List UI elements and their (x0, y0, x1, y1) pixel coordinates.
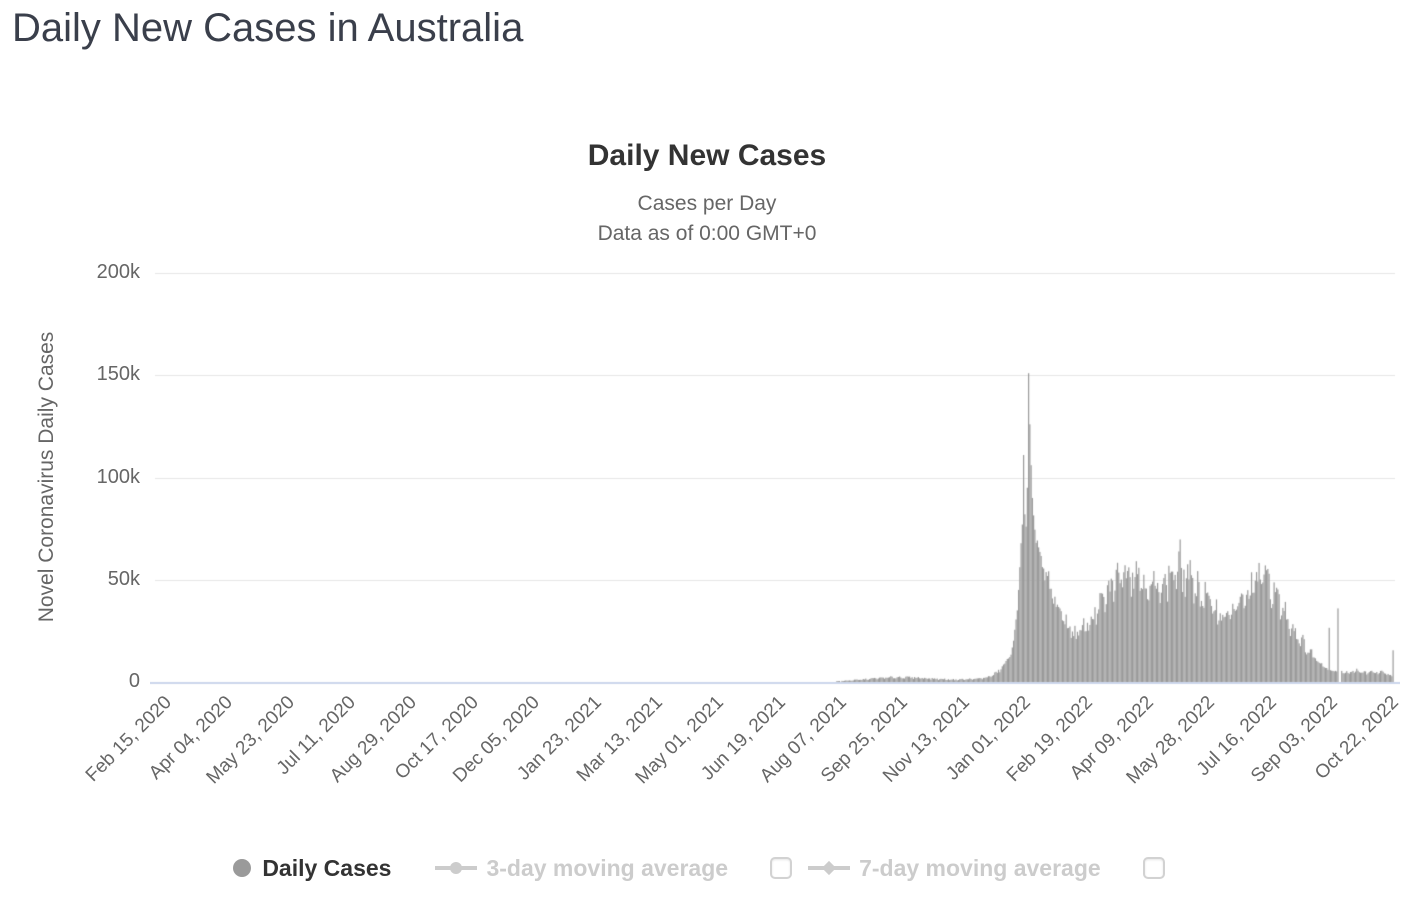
daily-cases-marker-icon (233, 859, 252, 877)
y-axis-tick-label: 100k (96, 465, 140, 488)
x-axis-tick-label: Apr 09, 2022 (1066, 692, 1158, 784)
x-axis-tick-label: Jul 16, 2022 (1192, 692, 1281, 781)
x-axis-tick-label: Sep 25, 2021 (817, 692, 913, 787)
x-axis-tick-label: Aug 29, 2020 (326, 692, 422, 787)
x-axis-tick-label: Jan 23, 2021 (512, 692, 606, 785)
checkbox-3day-average[interactable] (770, 857, 793, 879)
legend-label-daily-cases: Daily Cases (262, 854, 392, 881)
chart-title: Daily New Cases (587, 139, 827, 172)
chart-subtitle-line2: Data as of 0:00 GMT+0 (597, 222, 817, 245)
x-axis-tick-label: May 23, 2020 (202, 692, 299, 789)
x-axis-tick-label: Nov 13, 2021 (878, 692, 974, 787)
y-axis-tick-label: 150k (96, 363, 140, 386)
line-circle-marker-icon (435, 856, 478, 880)
chart-subtitle-line1: Cases per Day (637, 192, 777, 215)
y-axis-tick-label: 0 (128, 670, 140, 693)
x-axis-tick-label: Oct 22, 2022 (1311, 692, 1404, 784)
legend-label-3day-average: 3-day moving average (486, 854, 729, 881)
checkbox-7day-average[interactable] (1142, 857, 1165, 879)
x-axis-tick-label: Jan 01, 2022 (942, 692, 1036, 785)
x-axis-tick-label: May 01, 2021 (631, 692, 729, 789)
legend-item-daily-cases[interactable]: Daily Cases (233, 855, 391, 882)
x-axis-tick-label: Dec 05, 2020 (449, 692, 545, 787)
x-axis-tick-label: Aug 07, 2021 (756, 692, 851, 787)
x-axis-tick-label: May 28, 2022 (1122, 692, 1220, 789)
legend-item-7day-average[interactable]: 7-day moving average (808, 855, 1101, 882)
x-axis-tick-label: Sep 03, 2022 (1247, 692, 1342, 787)
x-axis-tick-label: Apr 04, 2020 (145, 692, 238, 784)
line-diamond-marker-icon (808, 856, 851, 880)
legend-item-3day-average[interactable]: 3-day moving average (435, 855, 728, 882)
x-axis-tick-label: Oct 17, 2020 (390, 692, 483, 784)
x-axis-tick-label: Feb 19, 2022 (1002, 692, 1097, 787)
legend-label-7day-average: 7-day moving average (859, 854, 1101, 881)
legend: Daily Cases 3-day moving average 7-day m… (0, 846, 1414, 890)
page-title: Daily New Cases in Australia (12, 6, 524, 50)
y-axis-tick-label: 50k (107, 567, 140, 590)
y-axis-tick-label: 200k (96, 261, 140, 284)
x-axis-tick-label: Jul 11, 2020 (272, 692, 360, 780)
plot-area[interactable] (150, 268, 1400, 688)
x-axis-tick-label: Feb 15, 2020 (81, 692, 176, 787)
x-axis-tick-label: Mar 13, 2021 (572, 692, 667, 787)
x-axis-tick-label: Jun 19, 2021 (697, 692, 790, 785)
